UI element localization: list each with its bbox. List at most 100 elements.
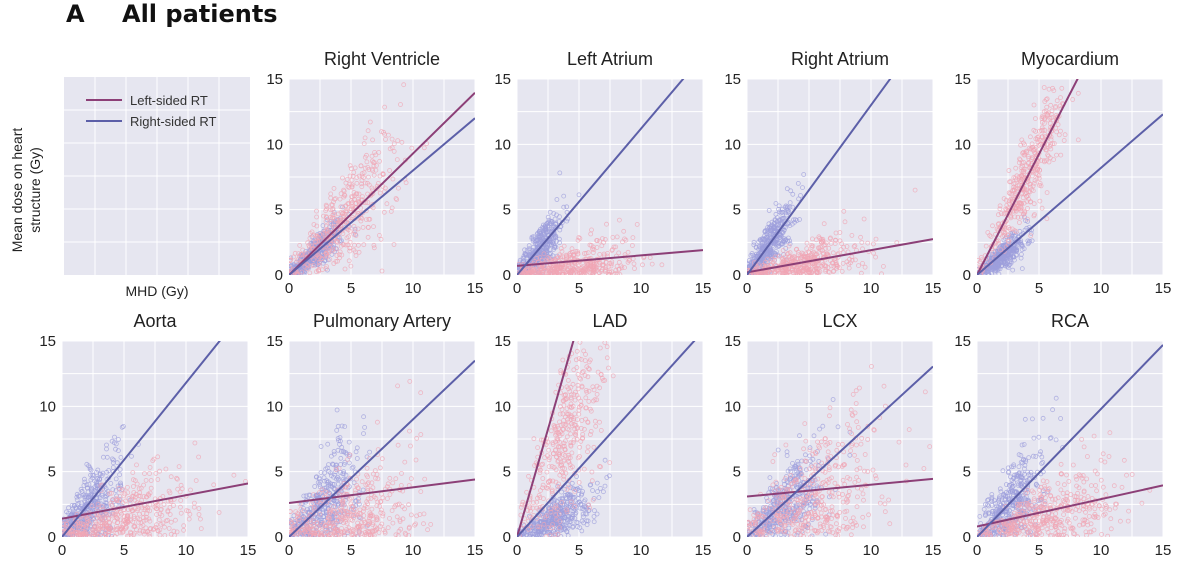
data-point xyxy=(838,247,844,253)
data-point xyxy=(632,266,637,271)
data-point xyxy=(132,516,138,521)
left-sided-fit-line xyxy=(517,249,703,267)
data-point xyxy=(85,533,91,537)
y-tick-label: 10 xyxy=(724,136,741,153)
data-point xyxy=(1040,138,1045,144)
data-point xyxy=(1047,121,1053,126)
data-point xyxy=(561,193,567,199)
data-point xyxy=(407,378,413,384)
data-point xyxy=(289,265,292,270)
data-point xyxy=(991,249,997,255)
data-point xyxy=(764,245,770,251)
data-point xyxy=(140,511,146,516)
data-point xyxy=(517,259,523,265)
data-point xyxy=(163,466,169,472)
data-point xyxy=(610,234,616,240)
data-point xyxy=(781,239,786,245)
data-point xyxy=(583,267,589,273)
data-point xyxy=(1022,191,1028,197)
data-point xyxy=(765,256,770,262)
data-point xyxy=(175,486,181,492)
data-point xyxy=(1019,137,1025,143)
data-point xyxy=(139,498,145,503)
data-point xyxy=(1056,132,1062,138)
data-point xyxy=(552,266,557,272)
y-tick-label: 5 xyxy=(275,464,283,481)
data-point xyxy=(365,128,371,134)
data-point xyxy=(1024,198,1030,204)
data-point xyxy=(296,251,302,257)
data-point xyxy=(398,482,404,488)
data-point xyxy=(1009,191,1015,197)
data-point xyxy=(389,508,395,514)
data-point xyxy=(1015,186,1021,192)
data-point xyxy=(373,514,379,520)
data-point xyxy=(777,223,782,229)
data-point xyxy=(315,238,321,244)
data-point xyxy=(359,181,365,187)
data-point xyxy=(334,253,340,258)
data-point xyxy=(551,229,557,235)
data-point xyxy=(390,176,396,182)
data-point xyxy=(321,213,326,219)
data-point xyxy=(380,511,386,517)
data-point xyxy=(128,533,134,537)
data-point xyxy=(331,185,337,191)
data-point xyxy=(84,516,90,521)
data-point xyxy=(616,250,622,256)
data-point xyxy=(786,243,792,249)
data-point xyxy=(342,424,348,430)
data-point xyxy=(865,240,871,246)
data-point xyxy=(1018,165,1024,170)
data-point xyxy=(336,230,342,236)
data-point xyxy=(143,517,149,523)
data-point xyxy=(784,186,790,192)
data-point xyxy=(345,227,351,233)
data-point xyxy=(990,223,995,229)
data-point xyxy=(347,239,353,245)
data-point xyxy=(816,245,822,251)
data-point xyxy=(1039,116,1045,121)
data-point xyxy=(1033,151,1038,157)
data-point xyxy=(299,252,305,258)
data-point xyxy=(1010,196,1015,202)
data-point xyxy=(763,271,769,275)
data-point xyxy=(809,269,815,275)
data-point xyxy=(862,264,868,270)
data-point xyxy=(116,485,122,491)
right-sided-fit-line xyxy=(62,341,221,537)
y-tick-label: 15 xyxy=(266,333,283,350)
data-point xyxy=(1037,167,1043,173)
data-point xyxy=(62,521,66,527)
data-point xyxy=(835,264,840,270)
data-point xyxy=(91,531,97,537)
data-point xyxy=(358,163,364,169)
x-tick-label: 15 xyxy=(240,542,257,559)
y-tick-label: 0 xyxy=(275,529,283,546)
data-point xyxy=(558,245,564,251)
data-point xyxy=(330,462,336,468)
data-point xyxy=(354,180,360,186)
data-point xyxy=(76,531,82,537)
data-point xyxy=(82,479,88,485)
data-point xyxy=(370,201,376,207)
data-point xyxy=(94,495,100,501)
data-point xyxy=(552,245,557,251)
data-point xyxy=(847,256,852,262)
data-point xyxy=(525,271,531,275)
data-point xyxy=(380,171,386,177)
data-point xyxy=(307,235,313,241)
data-point xyxy=(409,145,415,151)
data-point xyxy=(311,492,316,498)
data-point xyxy=(1044,216,1050,222)
data-point xyxy=(1045,117,1051,123)
data-point xyxy=(303,493,309,499)
y-tick-label: 5 xyxy=(275,202,283,219)
data-point xyxy=(374,517,380,523)
data-point xyxy=(317,479,323,485)
data-point xyxy=(336,235,342,241)
data-point xyxy=(188,487,193,493)
data-point xyxy=(784,205,790,211)
data-point xyxy=(177,504,183,510)
data-point xyxy=(354,445,360,451)
